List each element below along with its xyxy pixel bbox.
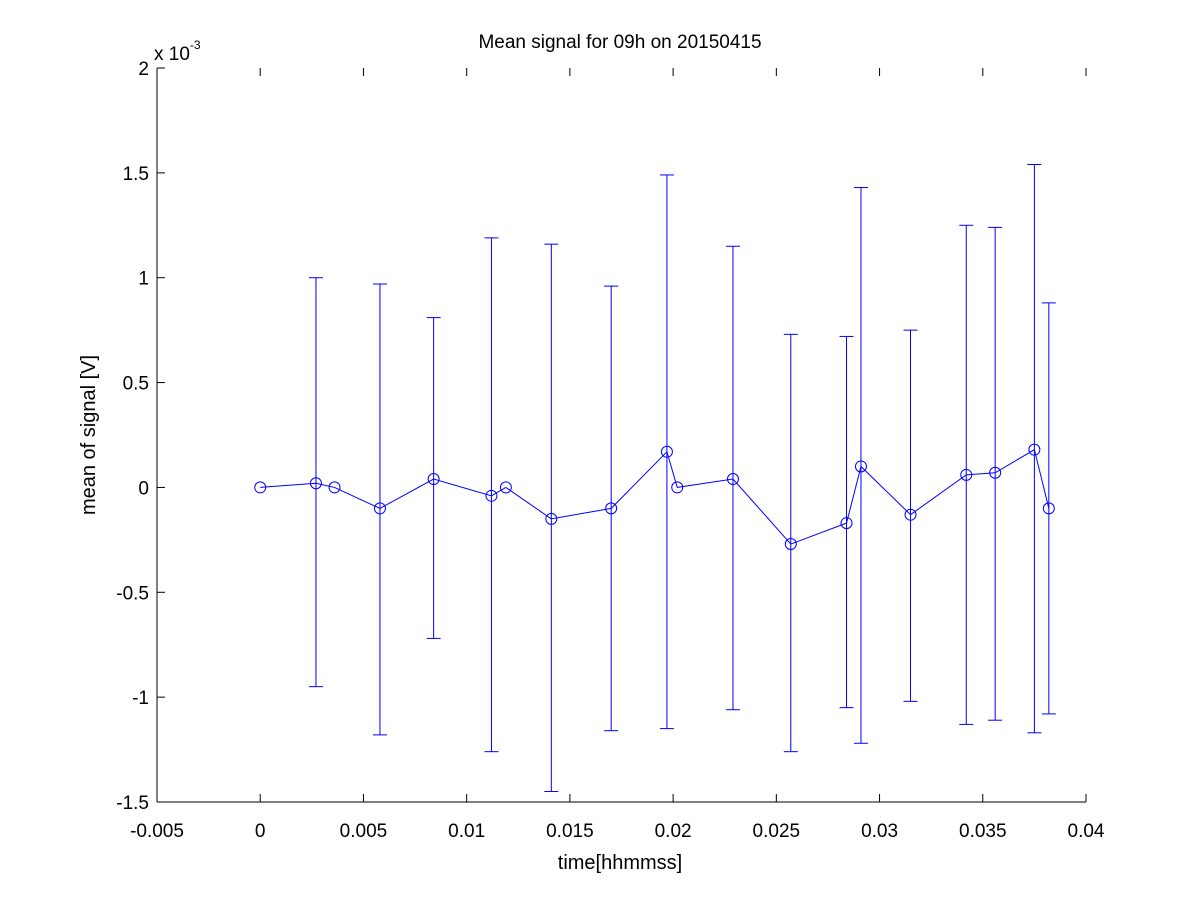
- x-tick-label: -0.005: [130, 821, 184, 842]
- data-point-marker: [1028, 443, 1041, 456]
- data-point-marker: [840, 517, 853, 530]
- y-tick-label: 0.5: [123, 374, 149, 395]
- data-point-marker: [1042, 502, 1055, 515]
- data-point-marker: [726, 473, 739, 486]
- y-tick-label: 1.5: [123, 164, 149, 185]
- data-point-marker: [854, 460, 867, 473]
- data-point-marker: [373, 502, 386, 515]
- x-tick-label: 0.025: [753, 821, 801, 842]
- y-tick-label: -1: [132, 688, 149, 709]
- y-tick-label: 2: [138, 59, 149, 80]
- x-tick-label: 0.035: [959, 821, 1007, 842]
- x-tick-label: 0: [255, 821, 266, 842]
- y-tick-label: 1: [138, 269, 149, 290]
- y-exponent-power: -3: [190, 38, 201, 52]
- data-point-marker: [427, 473, 440, 486]
- plot-area: [157, 68, 1086, 802]
- series-line: [260, 448, 1050, 545]
- data-point-marker: [605, 502, 618, 515]
- data-point-marker: [904, 508, 917, 521]
- data-point-marker: [499, 481, 512, 494]
- x-axis-label: time[hhmmss]: [558, 852, 682, 874]
- data-point-marker: [671, 481, 684, 494]
- x-tick-label: 0.03: [861, 821, 898, 842]
- data-point-marker: [545, 512, 558, 525]
- data-point-marker: [309, 477, 322, 490]
- y-axis-ticks: -1.5 -1 -0.5 0 0.5 1 1.5 2: [116, 59, 165, 814]
- data-point-marker: [254, 481, 267, 494]
- y-exponent-base: x 10: [154, 44, 190, 65]
- data-layer: [254, 163, 1056, 793]
- y-tick-label: -1.5: [116, 793, 149, 814]
- x-tick-label: 0.005: [340, 821, 388, 842]
- data-point-marker: [485, 489, 498, 502]
- y-tick-label: -0.5: [116, 583, 149, 604]
- chart-title: Mean signal for 09h on 20150415: [478, 32, 761, 53]
- data-point-marker: [784, 538, 797, 551]
- x-axis-ticks: -0.005 0 0.005 0.01 0.015 0.02 0.025 0.03 0.035 0…: [130, 68, 1105, 842]
- y-exponent-label: x 10-3: [154, 38, 201, 65]
- data-point-marker: [960, 468, 973, 481]
- y-axis-label: mean of signal [V]: [78, 355, 100, 515]
- data-point-marker: [989, 466, 1002, 479]
- y-tick-label: 0: [138, 478, 149, 499]
- data-point-marker: [660, 445, 673, 458]
- x-tick-label: 0.02: [655, 821, 692, 842]
- x-tick-label: 0.04: [1068, 821, 1105, 842]
- x-tick-label: 0.01: [448, 821, 485, 842]
- x-tick-label: 0.015: [546, 821, 594, 842]
- data-point-marker: [328, 481, 341, 494]
